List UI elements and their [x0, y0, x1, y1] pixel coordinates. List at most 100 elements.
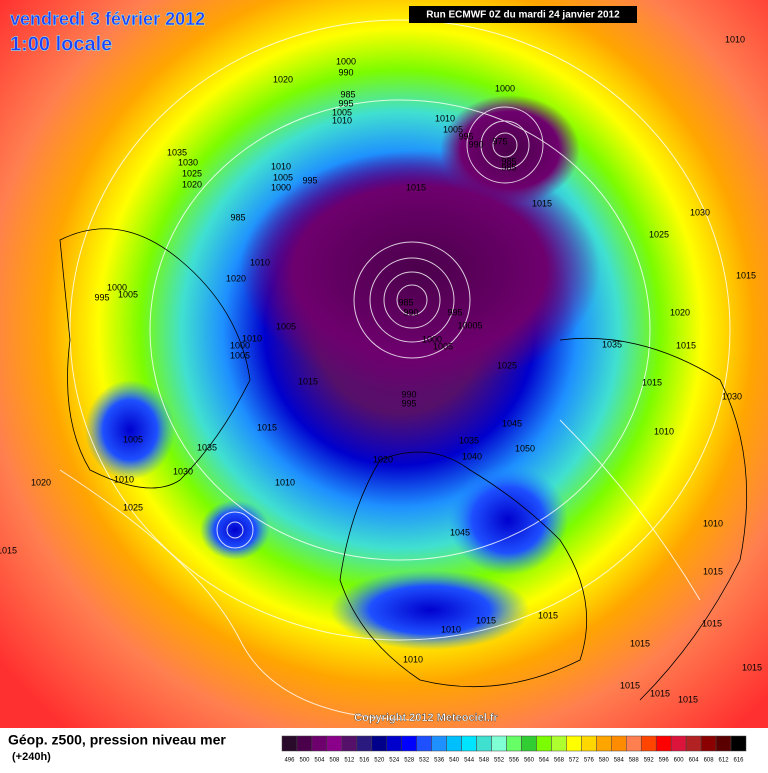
- low-center: [200, 500, 270, 560]
- isobar-label: 1005: [123, 434, 143, 444]
- scale-label: 564: [539, 758, 550, 764]
- isobar-label: 1035: [197, 442, 217, 452]
- scale-label: 504: [314, 758, 325, 764]
- isobar-label: 985: [501, 162, 516, 172]
- isobar-label: 985: [340, 89, 355, 99]
- isobar-label: 990: [468, 139, 483, 149]
- scale-swatch: [521, 735, 537, 752]
- isobar-label: 1000: [495, 83, 515, 93]
- scale-swatch: [476, 735, 492, 752]
- isobar-label: 1020: [182, 179, 202, 189]
- isobar-label: 1010: [654, 426, 674, 436]
- isobar-label: 975: [492, 136, 507, 146]
- scale-swatch: [655, 735, 672, 752]
- forecast-time: 1:00 locale: [10, 33, 112, 55]
- isobar-label: 1030: [690, 207, 710, 217]
- isobar-label: 1015: [742, 662, 762, 672]
- scale-label: 528: [404, 758, 415, 764]
- isobar-label: 1010: [441, 624, 461, 634]
- field-title: Géop. z500, pression niveau mer: [8, 732, 226, 748]
- isobar-label: 10005: [457, 320, 482, 330]
- isobar-label: 1000: [336, 56, 356, 66]
- scale-swatch: [431, 735, 447, 752]
- low-center: [330, 570, 530, 650]
- isobar-label: 1015: [650, 688, 670, 698]
- isobar-label: 1000: [422, 334, 442, 344]
- isobar-label: 1010: [403, 654, 423, 664]
- isobar-label: 1010: [703, 518, 723, 528]
- scale-swatch: [536, 735, 552, 752]
- isobar-label: 985: [501, 156, 516, 166]
- isobar-label: 1005: [443, 124, 463, 134]
- scale-swatch: [446, 735, 462, 752]
- scale-label: 516: [359, 758, 370, 764]
- isobar-label: 1010: [271, 161, 291, 171]
- isobar-label: 1005: [118, 289, 138, 299]
- isobar-label: 1005: [230, 350, 250, 360]
- low-center: [440, 95, 580, 205]
- scale-label: 588: [629, 758, 640, 764]
- isobar-label: 1005: [332, 107, 352, 117]
- copyright: Copyright 2012 Meteociel.fr: [354, 712, 498, 724]
- scale-swatch: [296, 735, 313, 752]
- isobar-label: 995: [458, 131, 473, 141]
- scale-swatch: [341, 735, 358, 752]
- isobar-label: 1000: [107, 282, 127, 292]
- scale-label: 592: [644, 758, 655, 764]
- scale-label: 608: [704, 758, 715, 764]
- isobar-label: 1000: [271, 182, 291, 192]
- isobar-label: 995: [447, 307, 462, 317]
- scale-swatch: [491, 735, 507, 752]
- isobar-label: 1015: [620, 680, 640, 690]
- scale-label: 524: [389, 758, 400, 764]
- scale-label: 544: [464, 758, 475, 764]
- scale-label: 532: [419, 758, 430, 764]
- isobars: [59, 19, 731, 721]
- isobar-label: 1010: [435, 113, 455, 123]
- scale-label: 548: [479, 758, 490, 764]
- run-label: Run ECMWF 0Z du mardi 24 janvier 2012: [426, 10, 620, 21]
- scale-label: 604: [689, 758, 700, 764]
- isobar-label: 985: [230, 212, 245, 222]
- isobar-label: 1010: [114, 474, 134, 484]
- scale-swatch: [281, 735, 298, 752]
- scale-swatch: [596, 735, 612, 752]
- scale-label: 500: [299, 758, 310, 764]
- isobar-label: 1035: [167, 147, 187, 157]
- isobar-label: 1015: [257, 422, 277, 432]
- isobar-label: 1015: [702, 618, 722, 628]
- scale-swatch: [640, 735, 657, 752]
- isobar-label: 1010: [242, 333, 262, 343]
- polar-vortex: [240, 150, 600, 390]
- isobar-label: 1015: [538, 610, 558, 620]
- scale-label: 600: [674, 758, 685, 764]
- isobar-label: 1020: [373, 454, 393, 464]
- scale-label: 520: [374, 758, 385, 764]
- low-center: [85, 380, 175, 480]
- coastlines: [59, 228, 748, 701]
- scale-swatch: [371, 735, 388, 752]
- scale-label: 560: [524, 758, 535, 764]
- scale-swatch: [311, 735, 328, 752]
- isobar-label: 1045: [450, 527, 470, 537]
- isobar-label: 1045: [502, 418, 522, 428]
- isobar-label: 995: [94, 292, 109, 302]
- isobar-label: 1020: [226, 273, 246, 283]
- scale-swatch: [416, 735, 432, 752]
- isobar-label: 995: [302, 175, 317, 185]
- scale-swatch: [461, 735, 477, 752]
- forecast-date: vendredi 3 février 2012: [10, 9, 205, 29]
- isobar-label: 1015: [736, 270, 756, 280]
- isobar-label: 1015: [630, 638, 650, 648]
- isobar-label: 1010: [275, 477, 295, 487]
- scale-swatch: [386, 735, 402, 752]
- isobar-label: 1025: [497, 360, 517, 370]
- isobar-label: 1015: [0, 545, 17, 555]
- isobar-label: 1005: [433, 341, 453, 351]
- isobar-label: 1025: [123, 502, 143, 512]
- isobar-label: 1025: [649, 229, 669, 239]
- isobar-label: 1020: [273, 74, 293, 84]
- isobar-label: 990: [401, 389, 416, 399]
- scale-label: 496: [284, 758, 295, 764]
